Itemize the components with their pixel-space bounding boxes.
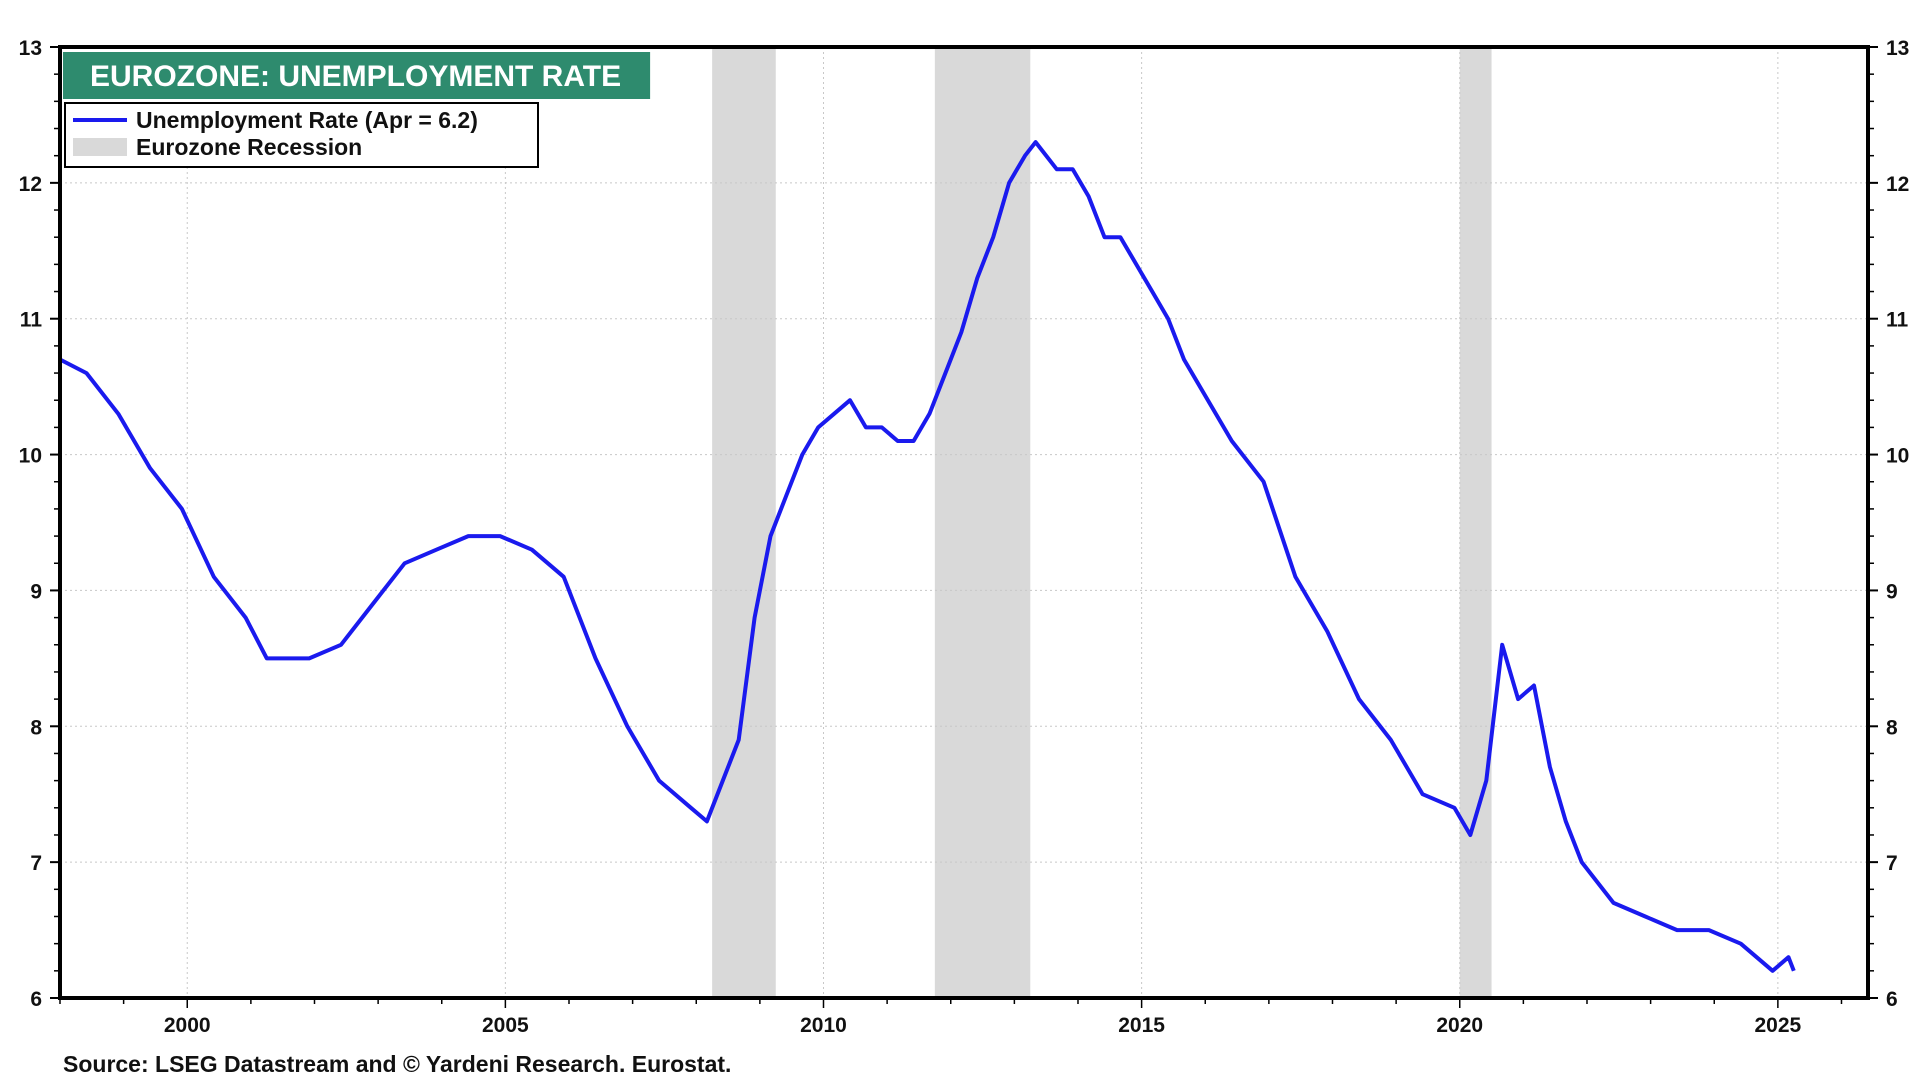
y-tick-label-right: 7 [1886, 852, 1898, 875]
y-tick-label-left: 7 [30, 852, 42, 875]
y-tick-label-right: 6 [1886, 988, 1898, 1011]
x-tick-label: 2000 [164, 1014, 211, 1037]
x-tick-label: 2015 [1118, 1014, 1165, 1037]
y-tick-label-left: 6 [30, 988, 42, 1011]
recession-band-3 [1459, 47, 1492, 998]
y-tick-label-left: 12 [19, 173, 42, 196]
recession-band-2 [934, 47, 1031, 998]
axis-ticks: 6 6 7 7 8 8 9 9 10 10 11 11 12 12 13 13 2000 2005 2010 2015… [19, 37, 1910, 1037]
legend-label-unemployment: Unemployment Rate (Apr = 6.2) [136, 107, 478, 133]
y-tick-label-left: 10 [19, 445, 42, 468]
series-line-unemployment-rate [59, 140, 1796, 973]
recession-bands [712, 47, 1492, 998]
title-background [63, 52, 651, 99]
legend-label-recession: Eurozone Recession [136, 134, 362, 160]
title-box: EUROZONE: UNEMPLOYMENT RATE [63, 52, 651, 99]
y-tick-label-right: 11 [1886, 309, 1909, 332]
legend: Unemployment Rate (Apr = 6.2) Eurozone R… [64, 102, 539, 168]
x-tick-label: 2005 [482, 1014, 529, 1037]
chart-title: EUROZONE: UNEMPLOYMENT RATE [90, 60, 621, 93]
y-tick-label-left: 13 [19, 37, 42, 60]
x-tick-label: 2010 [800, 1014, 847, 1037]
series-layer [59, 140, 1796, 973]
plot-frame [58, 45, 1870, 1000]
legend-box [64, 102, 539, 168]
y-tick-label-right: 8 [1886, 716, 1898, 739]
x-tick-label: 2020 [1436, 1014, 1483, 1037]
y-tick-label-left: 11 [20, 309, 43, 332]
y-tick-label-right: 9 [1886, 580, 1898, 603]
y-tick-label-left: 8 [30, 716, 42, 739]
y-tick-label-left: 9 [30, 580, 42, 603]
x-tick-label: 2025 [1755, 1014, 1802, 1037]
recession-band-1 [712, 47, 776, 998]
y-tick-label-right: 12 [1886, 173, 1909, 196]
y-tick-label-right: 13 [1886, 37, 1909, 60]
legend-recession-swatch [73, 138, 127, 156]
y-tick-label-right: 10 [1886, 445, 1909, 468]
source-note: Source: LSEG Datastream and © Yardeni Re… [63, 1051, 731, 1077]
